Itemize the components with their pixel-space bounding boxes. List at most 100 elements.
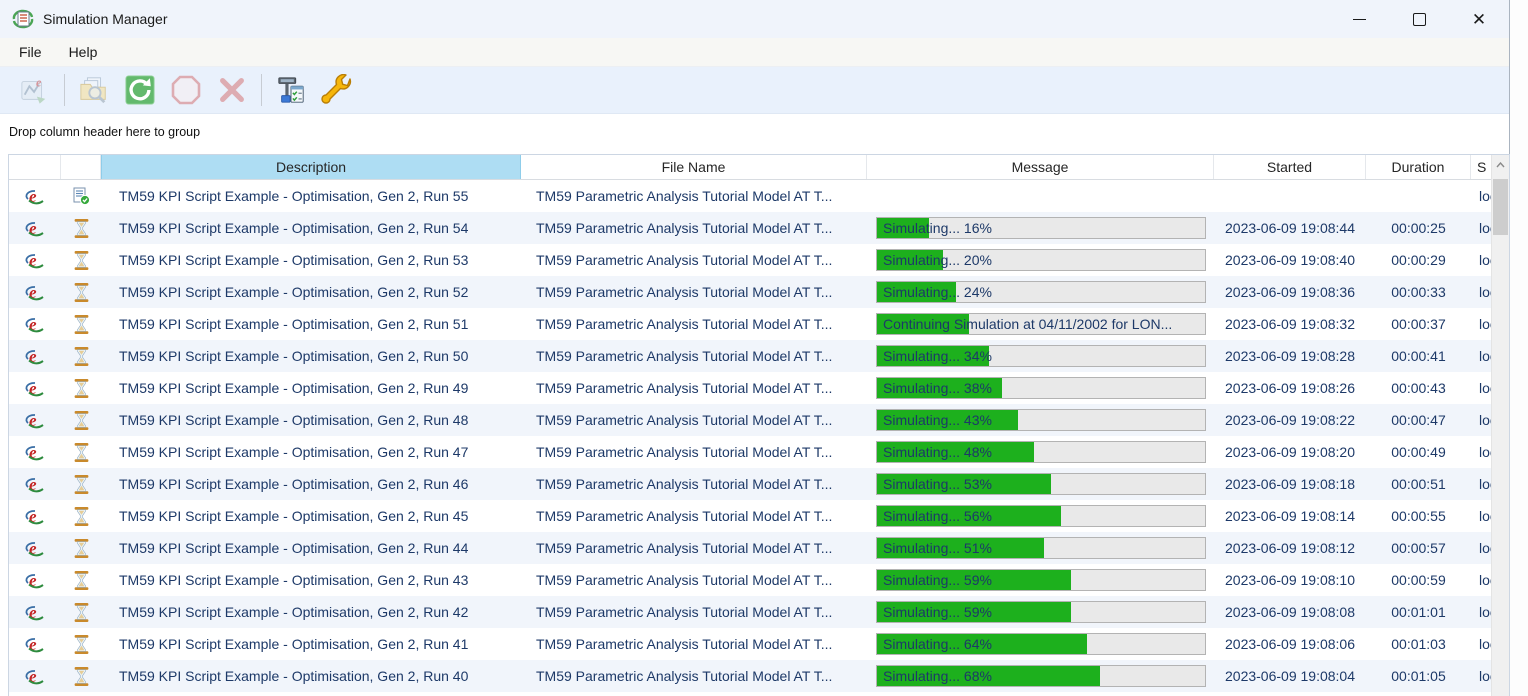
table-row[interactable]: e TM59 KPI Script Example - Optimisati (9, 628, 1509, 660)
progress-bar: Simulating... 64% (876, 633, 1206, 655)
toolbar-separator (261, 74, 262, 106)
file-name-cell: TM59 Parametric Analysis Tutorial Model … (521, 500, 867, 532)
menu-bar: File Help (0, 38, 1509, 66)
description-cell: TM59 KPI Script Example - Optimisation, … (101, 404, 521, 436)
table-row[interactable]: e TM59 KPI Script Example - Optimisati (9, 436, 1509, 468)
status-cell (61, 500, 101, 532)
progress-label: Simulating... 16% (883, 220, 992, 236)
simulation-grid: Description File Name Message Started Du… (8, 154, 1510, 696)
status-hourglass-icon (74, 475, 89, 494)
scrollbar-up-button[interactable] (1492, 155, 1509, 175)
progress-bar: Simulating... 48% (876, 441, 1206, 463)
table-row[interactable]: e TM59 KPI Script Example - Optimisati (9, 564, 1509, 596)
minimize-icon (1353, 19, 1366, 20)
status-cell (61, 244, 101, 276)
status-hourglass-icon (74, 347, 89, 366)
progress-label: Simulating... 59% (883, 604, 992, 620)
delete-simulation-button[interactable] (213, 71, 251, 109)
message-cell: Simulating... 51% (867, 532, 1214, 564)
progress-label: Simulating... 53% (883, 476, 992, 492)
column-header-status[interactable] (61, 155, 101, 179)
energyplus-icon: e (25, 282, 45, 302)
view-results-icon: e (20, 75, 50, 105)
file-name-cell: TM59 Parametric Analysis Tutorial Model … (521, 372, 867, 404)
table-row[interactable]: e TM59 KPI Script Example - Optimisati (9, 532, 1509, 564)
table-row[interactable]: e TM59 KPI Script Example - Optimisati (9, 276, 1509, 308)
energyplus-icon: e (25, 346, 45, 366)
description-cell: TM59 KPI Script Example - Optimisation, … (101, 276, 521, 308)
description-cell: TM59 KPI Script Example - Optimisation, … (101, 340, 521, 372)
group-by-hint: Drop column header here to group (0, 114, 1509, 139)
table-row[interactable]: e TM59 KPI Script Example - Optimisati (9, 212, 1509, 244)
table-row[interactable]: e TM59 KPI Script Example - Optimisati (9, 404, 1509, 436)
scrollbar-thumb[interactable] (1493, 179, 1508, 235)
file-name-cell: TM59 Parametric Analysis Tutorial Model … (521, 468, 867, 500)
table-row[interactable]: e TM59 KPI Script Example - Optimisati (9, 340, 1509, 372)
simulation-queue-button[interactable] (272, 71, 310, 109)
close-icon: ✕ (1472, 11, 1486, 28)
column-header-file-name[interactable]: File Name (521, 155, 867, 179)
energyplus-icon: e (25, 186, 45, 206)
grid-header: Description File Name Message Started Du… (9, 155, 1509, 180)
progress-label: Simulating... 20% (883, 252, 992, 268)
simulation-type-cell: e (9, 340, 61, 372)
view-simulation-file-button[interactable] (75, 71, 113, 109)
message-cell: Simulating... 64% (867, 628, 1214, 660)
message-cell: Simulating... 34% (867, 340, 1214, 372)
status-hourglass-icon (74, 315, 89, 334)
table-row[interactable]: e TM59 KPI Script Example - Optimisati (9, 500, 1509, 532)
table-row[interactable]: e TM59 KPI Script Example - Optimisati (9, 660, 1509, 692)
duration-cell: 00:00:49 (1366, 436, 1471, 468)
vertical-scrollbar[interactable] (1491, 155, 1509, 696)
status-hourglass-icon (74, 411, 89, 430)
started-cell: 2023-06-09 19:08:08 (1214, 596, 1366, 628)
options-button[interactable] (318, 71, 356, 109)
duration-cell: 00:00:51 (1366, 468, 1471, 500)
progress-bar: Simulating... 16% (876, 217, 1206, 239)
message-cell: Simulating... 16% (867, 212, 1214, 244)
column-header-started[interactable]: Started (1214, 155, 1366, 179)
progress-bar: Simulating... 56% (876, 505, 1206, 527)
column-header-message[interactable]: Message (867, 155, 1214, 179)
status-cell (61, 180, 101, 212)
table-row[interactable]: e TM59 KPI Script Example - Optimisati (9, 244, 1509, 276)
simulation-type-cell: e (9, 660, 61, 692)
table-row[interactable]: e TM59 KPI Script Example - Optimisati (9, 596, 1509, 628)
maximize-button[interactable] (1389, 0, 1449, 38)
table-row[interactable]: e TM59 KPI Script Example - Optimisati (9, 180, 1509, 212)
table-row[interactable]: e TM59 KPI Script Example - Optimisati (9, 308, 1509, 340)
duration-cell: 00:00:29 (1366, 244, 1471, 276)
simulation-type-cell: e (9, 468, 61, 500)
refresh-button[interactable] (121, 71, 159, 109)
progress-bar: Simulating... 68% (876, 665, 1206, 687)
menu-help[interactable]: Help (67, 42, 100, 62)
column-header-duration[interactable]: Duration (1366, 155, 1471, 179)
minimize-button[interactable] (1329, 0, 1389, 38)
status-hourglass-icon (74, 283, 89, 302)
view-results-button[interactable]: e (16, 71, 54, 109)
started-cell: 2023-06-09 19:08:10 (1214, 564, 1366, 596)
table-row[interactable]: e TM59 KPI Script Example - Optimisati (9, 372, 1509, 404)
simulation-type-cell: e (9, 532, 61, 564)
column-header-type[interactable] (9, 155, 61, 179)
simulation-type-cell: e (9, 436, 61, 468)
description-cell: TM59 KPI Script Example - Optimisation, … (101, 596, 521, 628)
menu-file[interactable]: File (17, 42, 44, 62)
started-cell: 2023-06-09 19:08:44 (1214, 212, 1366, 244)
status-hourglass-icon (74, 507, 89, 526)
description-cell: TM59 KPI Script Example - Optimisation, … (101, 372, 521, 404)
table-row[interactable]: e TM59 KPI Script Example - Optimisati (9, 468, 1509, 500)
column-header-description[interactable]: Description (101, 155, 521, 179)
status-hourglass-icon (74, 603, 89, 622)
started-cell: 2023-06-09 19:08:20 (1214, 436, 1366, 468)
progress-bar: Simulating... 43% (876, 409, 1206, 431)
stop-simulation-button[interactable] (167, 71, 205, 109)
duration-cell: 00:01:05 (1366, 660, 1471, 692)
energyplus-icon: e (25, 410, 45, 430)
started-cell: 2023-06-09 19:08:14 (1214, 500, 1366, 532)
progress-label: Simulating... 59% (883, 572, 992, 588)
status-cell (61, 276, 101, 308)
file-name-cell: TM59 Parametric Analysis Tutorial Model … (521, 340, 867, 372)
status-cell (61, 404, 101, 436)
close-button[interactable]: ✕ (1449, 0, 1509, 38)
